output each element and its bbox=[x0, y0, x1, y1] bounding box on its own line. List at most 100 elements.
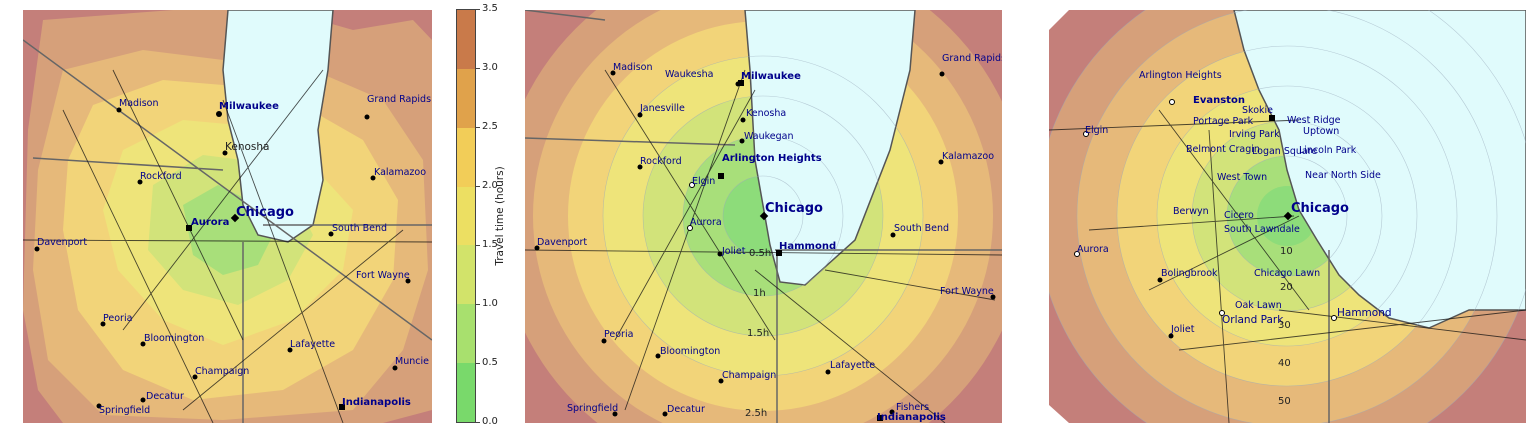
city-label: Waukesha bbox=[665, 69, 713, 80]
city-label: Near North Side bbox=[1305, 170, 1381, 181]
city-label: Irving Park bbox=[1229, 129, 1280, 140]
city-label: Elgin bbox=[1085, 125, 1108, 136]
city-label: Chicago bbox=[765, 201, 823, 216]
colorbar-tick-mark bbox=[476, 304, 480, 305]
city-label: Aurora bbox=[191, 217, 229, 228]
city-dot bbox=[405, 278, 411, 284]
city-label: Madison bbox=[613, 62, 652, 73]
lake-michigan bbox=[744, 10, 916, 286]
city-dot bbox=[392, 365, 398, 371]
city-dot bbox=[339, 404, 345, 410]
city-label: Fishers bbox=[896, 402, 929, 413]
city-dot bbox=[222, 150, 228, 156]
city-label: Joliet bbox=[721, 246, 746, 257]
city-label: Lincoln Park bbox=[1299, 145, 1357, 156]
ring-gridlines bbox=[1049, 10, 1526, 423]
city-label: Grand Rapids bbox=[942, 53, 1002, 64]
lake-michigan bbox=[1233, 10, 1526, 329]
city-dot bbox=[328, 231, 334, 237]
city-dot bbox=[364, 114, 370, 120]
travel-time-map-chicago-zoom[interactable]: Arlington Heights Evanston Elgin Skokie … bbox=[1049, 10, 1526, 423]
city-label: Aurora bbox=[1077, 244, 1109, 255]
city-label: Cicero bbox=[1224, 210, 1254, 221]
city-label: Chicago bbox=[236, 205, 294, 220]
city-label: Oak Lawn bbox=[1235, 300, 1282, 311]
colorbar-tick-label: 2.0 bbox=[482, 180, 498, 191]
city-label: Skokie bbox=[1242, 105, 1273, 116]
colorbar-segment bbox=[457, 304, 475, 364]
city-label: Waukegan bbox=[744, 131, 794, 142]
city-label: Evanston bbox=[1193, 95, 1245, 106]
colorbar-segment bbox=[457, 363, 475, 422]
city-label: Bloomington bbox=[144, 333, 204, 344]
lake-michigan bbox=[222, 10, 334, 243]
city-label: Logan Square bbox=[1252, 146, 1317, 157]
ring-gridlines bbox=[602, 55, 924, 377]
colorbar-tick-label: 3.5 bbox=[482, 3, 498, 14]
city-label: Champaign bbox=[195, 366, 249, 377]
state-borders bbox=[525, 10, 1002, 423]
city-label: Rockford bbox=[640, 156, 682, 167]
colorbar-tick-mark bbox=[476, 186, 480, 187]
city-dot bbox=[192, 374, 198, 380]
city-label: Grand Rapids bbox=[367, 94, 431, 105]
city-dot bbox=[216, 111, 222, 117]
city-dot bbox=[100, 321, 106, 327]
city-label: West Ridge bbox=[1287, 115, 1341, 126]
colorbar-tick-mark bbox=[476, 127, 480, 128]
city-label: Orland Park bbox=[1222, 314, 1284, 326]
city-label: Bloomington bbox=[660, 346, 720, 357]
city-dot bbox=[96, 403, 102, 409]
colorbar-tick-mark bbox=[476, 68, 480, 69]
ring-label: 1.5h bbox=[747, 328, 769, 339]
city-dot bbox=[140, 397, 146, 403]
colorbar-segment bbox=[457, 127, 475, 187]
city-label: Indianapolis bbox=[342, 397, 411, 408]
travel-time-map-region[interactable]: Milwaukee Madison Kenosha Grand Rapids R… bbox=[23, 10, 432, 423]
city-label: South Lawndale bbox=[1224, 224, 1300, 235]
travel-time-map-ring-zoom[interactable]: Madison Waukesha Milwaukee Grand Rapids … bbox=[525, 10, 1002, 423]
city-dot bbox=[137, 179, 143, 185]
city-label: Rockford bbox=[140, 171, 182, 182]
city-marker-chicago bbox=[230, 213, 240, 223]
colorbar-tick-mark bbox=[476, 245, 480, 246]
city-label: Davenport bbox=[537, 237, 587, 248]
city-label: Chicago bbox=[1291, 201, 1349, 216]
city-dot bbox=[34, 246, 40, 252]
ring-label: 0.5h bbox=[749, 248, 771, 259]
colorbar-tick-label: 0.5 bbox=[482, 357, 498, 368]
colorbar-segment bbox=[457, 68, 475, 128]
city-label: Milwaukee bbox=[741, 71, 801, 82]
city-label: Chicago Lawn bbox=[1254, 268, 1320, 279]
city-label: Springfield bbox=[567, 403, 618, 414]
city-dot bbox=[186, 225, 192, 231]
city-label: South Bend bbox=[894, 223, 949, 234]
city-dot bbox=[140, 341, 146, 347]
colorbar-tick-label: 2.5 bbox=[482, 121, 498, 132]
ring-label: 1h bbox=[753, 288, 766, 299]
city-label: Belmont Cragin bbox=[1186, 144, 1260, 155]
city-label: Arlington Heights bbox=[1139, 70, 1222, 81]
city-label: Decatur bbox=[146, 391, 184, 402]
ring-label: 20 bbox=[1280, 282, 1293, 293]
ring-label: 50 bbox=[1278, 396, 1291, 407]
colorbar-tick-mark bbox=[476, 422, 480, 423]
travel-time-colorbar bbox=[456, 9, 476, 423]
state-borders bbox=[23, 39, 432, 423]
city-label: Uptown bbox=[1303, 126, 1339, 137]
colorbar-tick-mark bbox=[476, 9, 480, 10]
ring-label: 30 bbox=[1278, 320, 1291, 331]
colorbar-tick-label: 3.0 bbox=[482, 62, 498, 73]
city-label: West Town bbox=[1217, 172, 1267, 183]
highways bbox=[23, 69, 432, 423]
ring-label: 2.5h bbox=[745, 408, 767, 419]
highways bbox=[1049, 109, 1526, 423]
city-label: Hammond bbox=[779, 241, 836, 252]
highways bbox=[525, 69, 1002, 423]
city-label: Peoria bbox=[604, 329, 633, 340]
city-label: Portage Park bbox=[1193, 116, 1254, 127]
city-label: Arlington Heights bbox=[722, 153, 822, 164]
city-label: Aurora bbox=[690, 217, 722, 228]
colorbar-tick-mark bbox=[476, 363, 480, 364]
city-label: Davenport bbox=[37, 237, 87, 248]
